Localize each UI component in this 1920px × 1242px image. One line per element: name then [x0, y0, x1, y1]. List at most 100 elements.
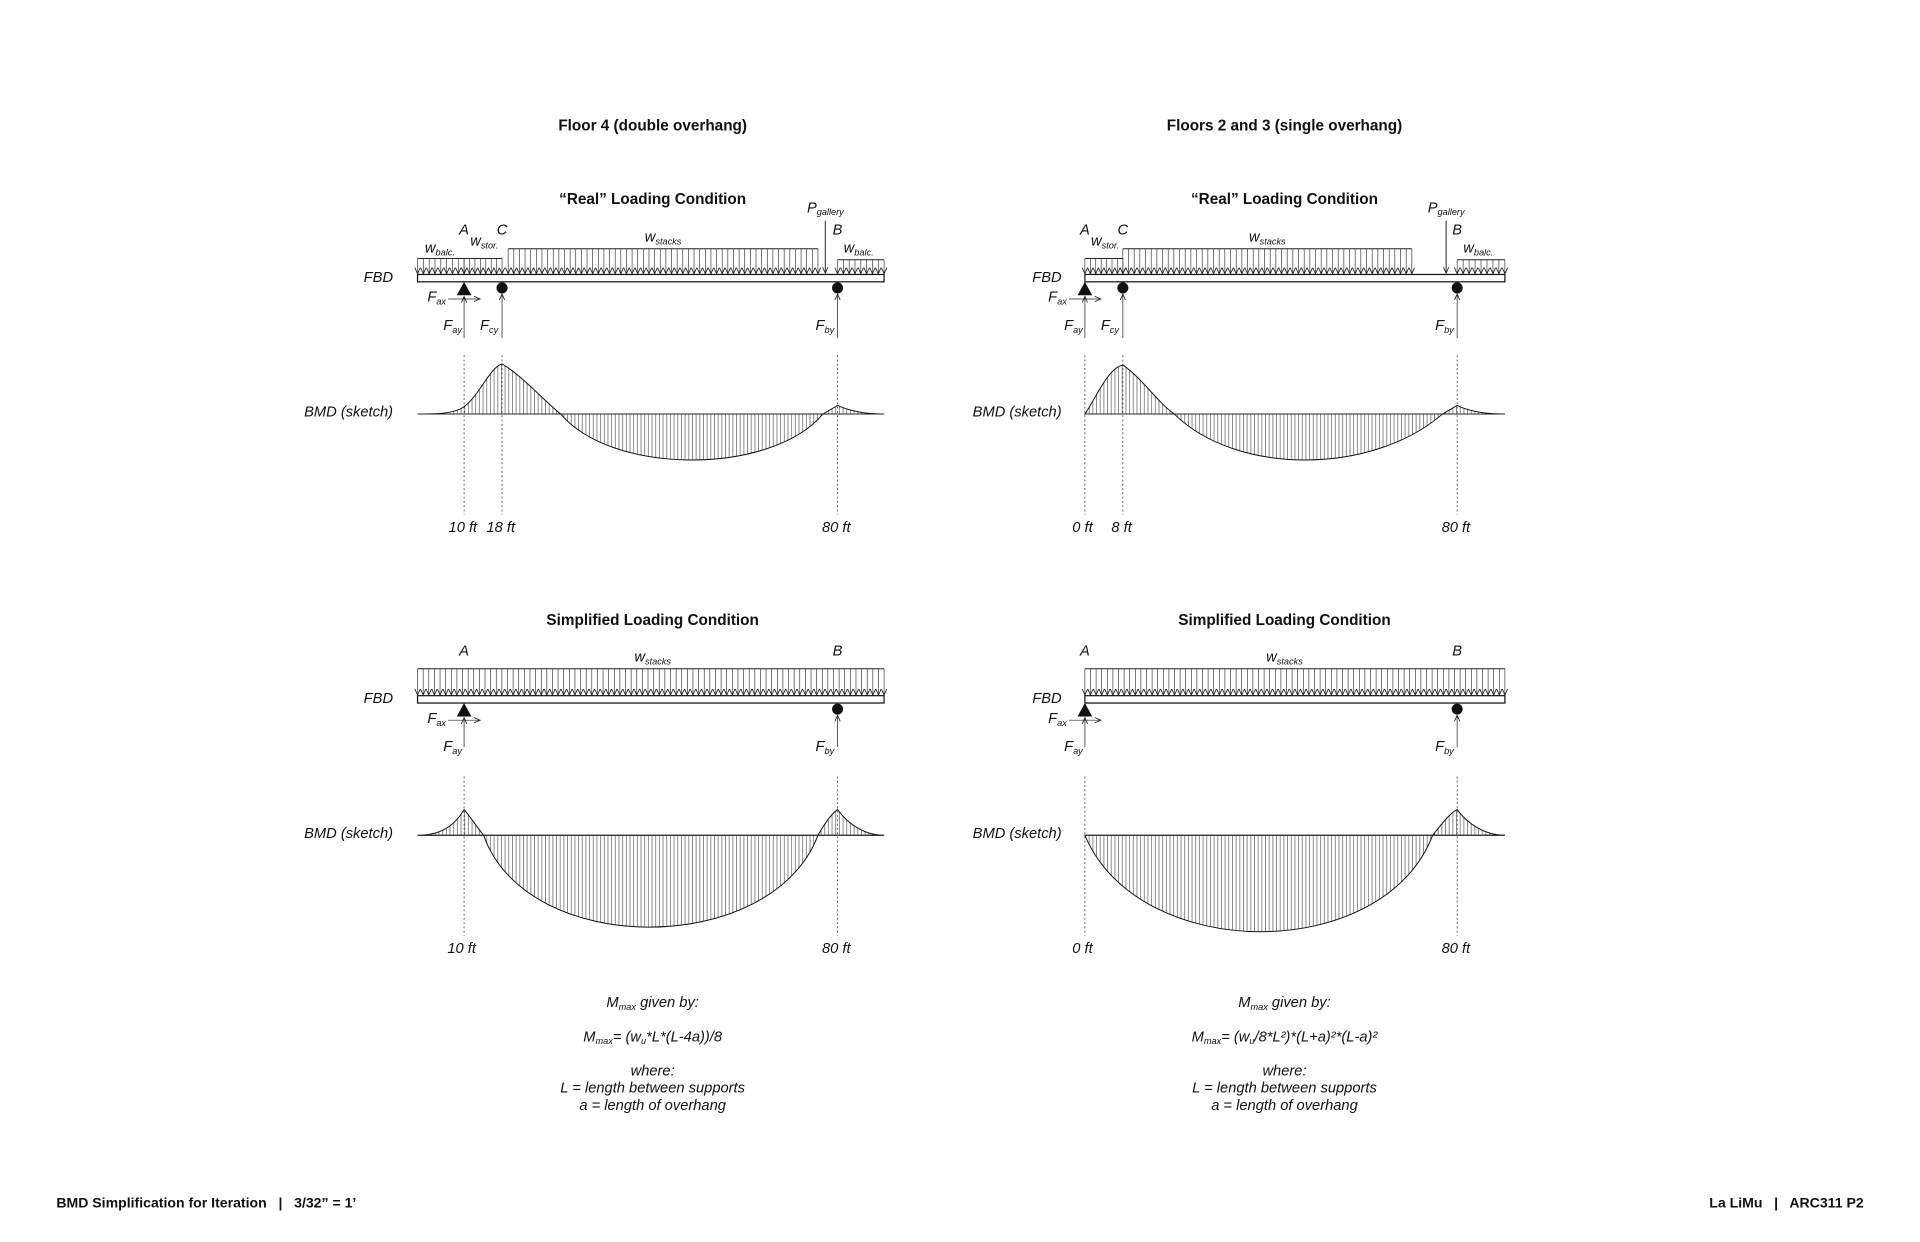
- load-label-sub: balc.: [436, 248, 455, 258]
- reaction-label-main: F: [1435, 318, 1445, 334]
- point-load-label-main: P: [807, 200, 817, 216]
- load-label-sub: stacks: [645, 657, 671, 667]
- load-label: wstor.: [1091, 233, 1119, 250]
- bmd-label: BMD (sketch): [304, 826, 393, 842]
- reaction-label: Fcy: [1101, 318, 1121, 335]
- load-label: wstacks: [1249, 230, 1286, 247]
- reaction-label-main: F: [480, 318, 490, 334]
- load-label-main: w: [1266, 650, 1278, 666]
- load-label: wbalc.: [1463, 241, 1493, 258]
- pin-support: [456, 703, 472, 717]
- load-label-main: w: [1249, 230, 1261, 246]
- formula-intro-sub: max: [619, 1002, 637, 1012]
- reaction-label-main: F: [443, 318, 453, 334]
- dimension-label: 8 ft: [1111, 520, 1132, 536]
- reaction-label-sub: ax: [436, 718, 446, 728]
- formula-equation: Mmax= (wu/8*L²)*(L+a)²*(L-a)²: [1192, 1029, 1379, 1046]
- pin-support: [1077, 281, 1093, 296]
- formula-intro-part: given by:: [1268, 995, 1331, 1011]
- reaction-label: Fay: [1064, 739, 1084, 756]
- section-title: Simplified Loading Condition: [1178, 612, 1390, 629]
- reaction-label: Fay: [1064, 318, 1084, 335]
- load-label: wbalc.: [844, 241, 874, 258]
- reaction-label-main: F: [443, 739, 453, 755]
- bmd-curve: [417, 363, 885, 461]
- formula-equation-part: = (w: [1221, 1029, 1251, 1045]
- reaction-label-main: F: [816, 318, 826, 334]
- footer-left: BMD Simplification for Iteration | 3/32”…: [56, 1195, 356, 1211]
- beam: [1084, 695, 1506, 704]
- formula-where: where:: [631, 1063, 675, 1079]
- load-label-sub: stacks: [655, 237, 681, 247]
- formula-equation-sub: u: [641, 1037, 646, 1047]
- formula-equation-sub: u: [1249, 1037, 1254, 1047]
- beam: [416, 273, 885, 283]
- load-label-main: w: [470, 233, 482, 249]
- load-label: wbalc.: [425, 241, 455, 258]
- roller-support: [832, 703, 844, 715]
- reaction-label-sub: ax: [1057, 297, 1067, 307]
- reaction-label-sub: by: [824, 325, 835, 335]
- point-label: B: [1452, 643, 1462, 659]
- formula-definition: a = length of overhang: [579, 1098, 726, 1114]
- load-label-sub: stacks: [1260, 237, 1286, 247]
- point-label: A: [1079, 643, 1090, 659]
- formula-intro: Mmax given by:: [1238, 995, 1330, 1012]
- point-label: B: [1452, 222, 1462, 238]
- load-label-main: w: [634, 650, 646, 666]
- formula-definition: a = length of overhang: [1211, 1098, 1358, 1114]
- point-label: B: [833, 222, 843, 238]
- reaction-label: Fby: [816, 318, 836, 335]
- dimension-label: 0 ft: [1072, 520, 1093, 536]
- point-label: A: [458, 222, 469, 238]
- reaction-label: Fay: [443, 739, 463, 756]
- reaction-label: Fby: [1435, 739, 1455, 756]
- formula-equation: Mmax= (wu*L*(L-4a))/8: [583, 1029, 723, 1046]
- formula-equation-part: /8*L²)*(L+a)²*(L-a)²: [1253, 1029, 1378, 1045]
- reaction-label: Fax: [1048, 711, 1067, 728]
- dimension-label: 10 ft: [449, 520, 478, 536]
- point-label: C: [1118, 222, 1129, 238]
- reaction-label-sub: by: [824, 746, 835, 756]
- pin-support: [456, 281, 472, 296]
- point-load-label-sub: gallery: [1438, 208, 1466, 218]
- load-label: wstacks: [645, 230, 682, 247]
- fbd-label: FBD: [1032, 270, 1062, 286]
- footer-right: La LiMu | ARC311 P2: [1709, 1195, 1864, 1211]
- section-title: “Real” Loading Condition: [559, 191, 746, 208]
- load-label-sub: stacks: [1277, 657, 1303, 667]
- reaction-label: Fcy: [480, 318, 500, 335]
- formula-intro-sub: max: [1251, 1002, 1269, 1012]
- pin-support: [1077, 703, 1093, 717]
- reaction-label-sub: cy: [489, 325, 500, 335]
- formula-intro-part: M: [606, 995, 619, 1011]
- roller-support: [832, 282, 844, 294]
- point-label: B: [833, 643, 843, 659]
- load-label-sub: balc.: [854, 248, 873, 258]
- roller-support: [496, 282, 508, 294]
- point-load-label-main: P: [1428, 200, 1438, 216]
- dimension-label: 80 ft: [1442, 520, 1471, 536]
- reaction-label: Fax: [427, 290, 446, 307]
- roller-support: [1451, 703, 1463, 715]
- section-title: Simplified Loading Condition: [546, 612, 758, 629]
- formula-equation-sub: max: [1204, 1037, 1222, 1047]
- bmd-curve: [1084, 808, 1505, 933]
- load-label: wstacks: [1266, 650, 1303, 667]
- dimension-label: 18 ft: [487, 520, 516, 536]
- dimension-label: 80 ft: [1442, 941, 1471, 957]
- reaction-label-main: F: [1101, 318, 1111, 334]
- reaction-label: Fay: [443, 318, 463, 335]
- bmd-curve: [417, 808, 885, 928]
- formula-intro-part: given by:: [636, 995, 699, 1011]
- dimension-label: 10 ft: [447, 941, 476, 957]
- reaction-label-sub: ax: [1057, 718, 1067, 728]
- formula-equation-sub: max: [596, 1037, 614, 1047]
- reaction-label-main: F: [1048, 290, 1058, 306]
- bmd-label: BMD (sketch): [973, 826, 1062, 842]
- reaction-label-sub: ay: [1073, 746, 1084, 756]
- load-label-main: w: [425, 241, 437, 257]
- formula-intro-part: M: [1238, 995, 1251, 1011]
- dimension-label: 0 ft: [1072, 941, 1093, 957]
